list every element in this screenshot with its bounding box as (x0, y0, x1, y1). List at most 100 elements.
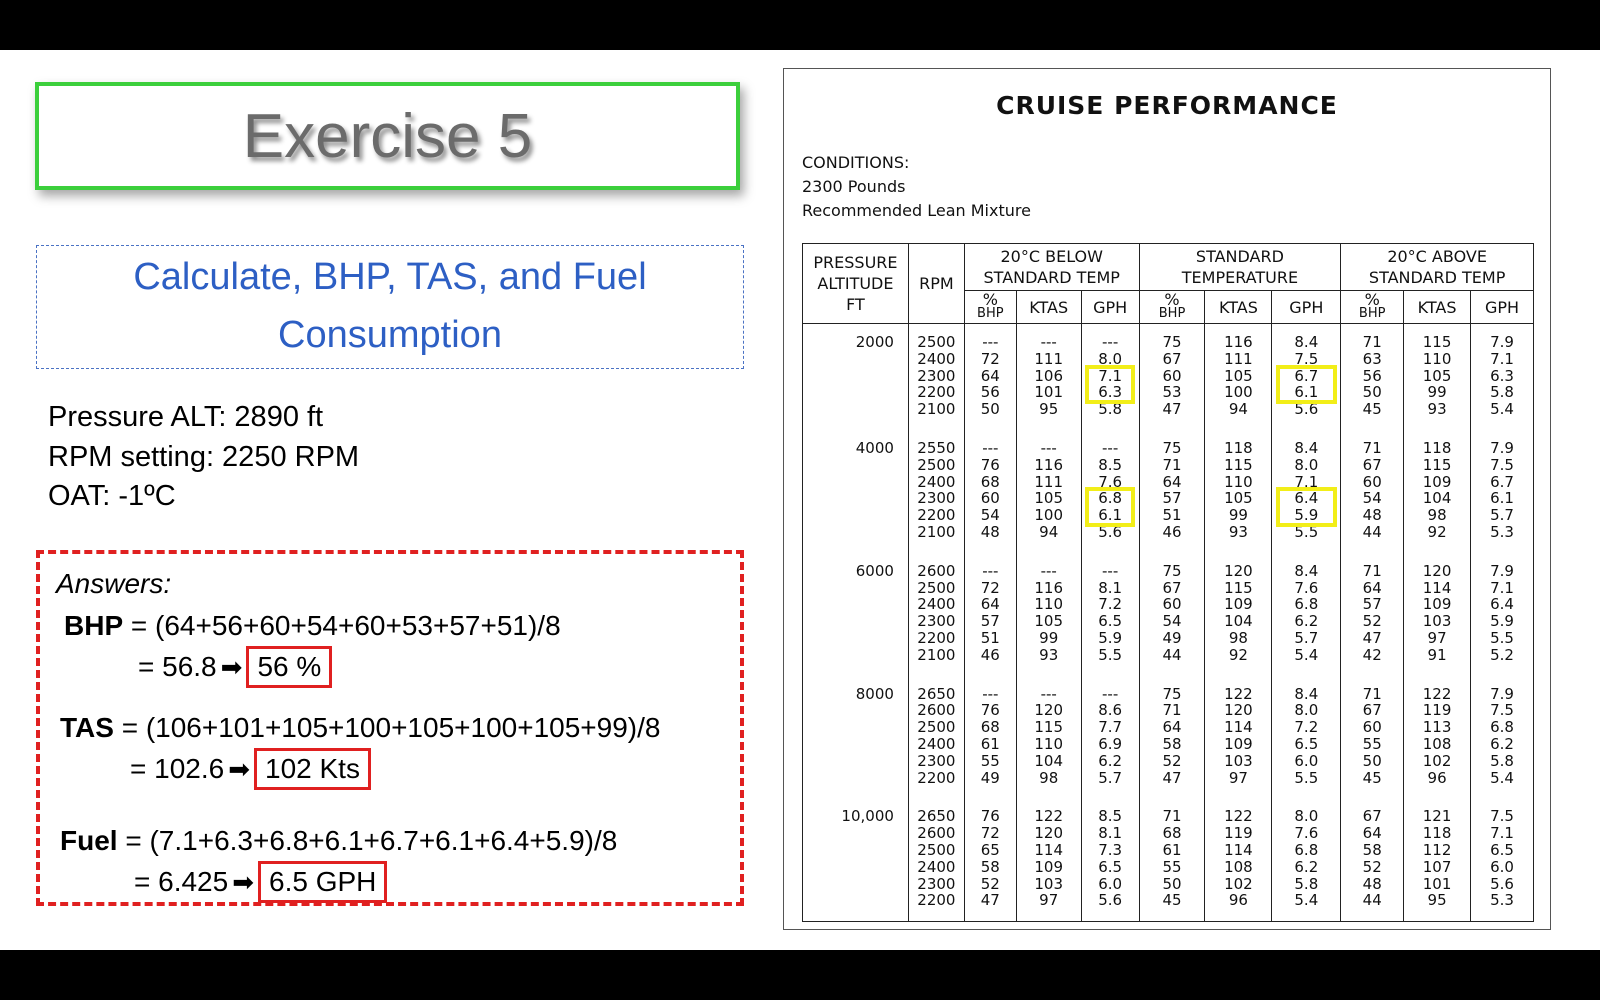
table-row: 10,000 2650 2600 2500 2400 2300 2200 76 72 65 58 52… (802, 798, 1534, 923)
table-cell: 71 68 61 55 50 45 (1138, 798, 1206, 923)
table-cell: 2500 2400 2300 2200 2100 (907, 323, 965, 430)
cell-value: 8.5 (1098, 807, 1123, 826)
cell-value: 2650 (917, 684, 956, 703)
task-box: Calculate, BHP, TAS, and Fuel Consumptio… (36, 245, 744, 369)
table-cell: 122 119 114 108 102 96 (1204, 798, 1273, 923)
cell-value: 7.2 (1294, 718, 1319, 737)
table-row: 2000 2500 2400 2300 2200 2100 --- 72 64 56 50 --- 11… (802, 323, 1534, 430)
table-cell: --- 72 64 56 50 (963, 323, 1017, 430)
cell-value: 92 (1228, 645, 1248, 664)
cell-value: 113 (1422, 718, 1452, 737)
cell-value: 96 (1427, 768, 1447, 787)
cell-value: 5.4 (1490, 400, 1514, 419)
cell-value: 96 (1228, 891, 1248, 910)
table-cell: 8.4 8.0 7.1 6.4 5.9 5.5 (1271, 429, 1342, 553)
cell-value: 5.5 (1294, 522, 1319, 541)
cell-value: 50 (1362, 751, 1382, 770)
cruise-performance-card: CRUISE PERFORMANCE CONDITIONS: 2300 Poun… (783, 68, 1551, 930)
title-box: Exercise 5 (35, 82, 740, 190)
table-cell: --- 8.0 7.1 6.3 5.8 (1080, 323, 1140, 430)
cell-value: 2100 (917, 645, 956, 664)
cell-value: 6.8 (1294, 595, 1319, 614)
table-cell: 75 71 64 58 52 47 (1138, 675, 1206, 799)
table-cell: 7.9 7.5 6.8 6.2 5.8 5.4 (1470, 675, 1534, 799)
table-cell: --- 76 68 60 54 48 (963, 429, 1017, 553)
cell-value: 6.0 (1098, 874, 1123, 893)
fuel-result: 6.5 GPH (258, 861, 388, 903)
cell-value: 72 (980, 349, 1000, 368)
right-arrow-icon: ➡ (228, 754, 250, 784)
cell-value: 54 (1362, 489, 1382, 508)
cell-value: 5.5 (1098, 645, 1123, 664)
fuel-formula: Fuel = (7.1+6.3+6.8+6.1+6.7+6.1+6.4+5.9)… (60, 825, 617, 857)
header-bhp-label: BHP (1358, 306, 1386, 321)
fuel-formula-text: = (7.1+6.3+6.8+6.1+6.7+6.1+6.4+5.9)/8 (117, 825, 618, 856)
task-line: Calculate, BHP, TAS, and Fuel (133, 256, 647, 298)
table-cell: 7.9 7.1 6.4 5.9 5.5 5.2 (1470, 552, 1534, 676)
cell-value: 8.1 (1098, 578, 1123, 597)
cell-value: 6.8 (1098, 489, 1123, 508)
cell-value: 7.1 (1490, 824, 1514, 843)
table-cell: 75 67 60 54 49 44 (1138, 552, 1206, 676)
cell-value: 97 (1039, 891, 1059, 910)
cell-value: 110 (1034, 734, 1064, 753)
table-cell: --- 8.5 7.6 6.8 6.1 5.6 (1080, 429, 1140, 553)
cell-value: 101 (1034, 383, 1064, 402)
cell-value: 103 (1422, 612, 1452, 631)
cell-value: 104 (1034, 751, 1064, 770)
table-cell: --- 116 110 105 99 93 (1015, 552, 1082, 676)
cell-value: 102 (1422, 751, 1452, 770)
tas-calc: = 102.6 (130, 753, 225, 784)
task-line: Consumption (278, 314, 502, 356)
cell-value: 92 (1427, 522, 1447, 541)
table-cell: --- 116 111 105 100 94 (1015, 429, 1082, 553)
cell-value: 2300 (917, 612, 956, 631)
cell-value: 61 (980, 734, 1000, 753)
cell-value: 6.2 (1098, 751, 1123, 770)
cell-value: 71 (1362, 561, 1382, 580)
cell-value: 95 (1039, 400, 1059, 419)
cell-value: 58 (980, 857, 1000, 876)
cell-value: 7.6 (1098, 472, 1123, 491)
cell-value: 119 (1422, 701, 1452, 720)
cell-value: 71 (1162, 807, 1182, 826)
table-cell: 76 72 65 58 52 47 (963, 798, 1017, 923)
cell-value: 114 (1422, 578, 1452, 597)
altitude-cell: 10,000 (802, 798, 909, 923)
cell-value: 120 (1034, 701, 1064, 720)
cell-value: 111 (1224, 349, 1253, 368)
cell-value: 44 (1162, 645, 1182, 664)
cell-value: 110 (1224, 472, 1253, 491)
cell-value: 7.9 (1490, 333, 1514, 351)
cell-value: 99 (1228, 506, 1248, 525)
header-group-line: TEMPERATURE (1181, 268, 1299, 287)
cell-value: 109 (1224, 734, 1253, 753)
cell-value: 46 (1162, 522, 1182, 541)
cell-value: 7.3 (1098, 840, 1123, 859)
cell-value: 5.9 (1294, 506, 1319, 525)
cell-value: 8.0 (1294, 807, 1319, 826)
cell-value: --- (982, 438, 999, 457)
cell-value: 104 (1422, 489, 1452, 508)
cell-value: 5.4 (1490, 768, 1514, 787)
header-group-line: STANDARD TEMP (983, 268, 1120, 287)
slide-title: Exercise 5 (242, 101, 533, 171)
cell-value: 114 (1034, 840, 1064, 859)
cell-value: 5.4 (1294, 891, 1319, 910)
table-cell: 116 111 105 100 94 (1204, 323, 1273, 430)
cell-value: 116 (1034, 578, 1064, 597)
cell-value: 45 (1362, 768, 1382, 787)
conditions-weight: 2300 Pounds (802, 177, 906, 196)
cell-value: 5.3 (1490, 891, 1514, 910)
cell-value: 104 (1224, 612, 1253, 631)
given-rpm: RPM setting: 2250 RPM (48, 440, 360, 473)
cell-value: 7.7 (1098, 718, 1123, 737)
header-pct: % (982, 290, 998, 309)
cell-value: 8.4 (1294, 684, 1319, 703)
cell-value: 49 (1162, 628, 1182, 647)
cruise-performance-table: PRESSURE ALTITUDE FT RPM 20°C BELOW STAN… (802, 243, 1534, 923)
cell-value: 5.7 (1490, 506, 1514, 525)
cell-value: 7.1 (1490, 578, 1514, 597)
cell-value: 2400 (917, 595, 956, 614)
cell-value: 108 (1422, 734, 1452, 753)
